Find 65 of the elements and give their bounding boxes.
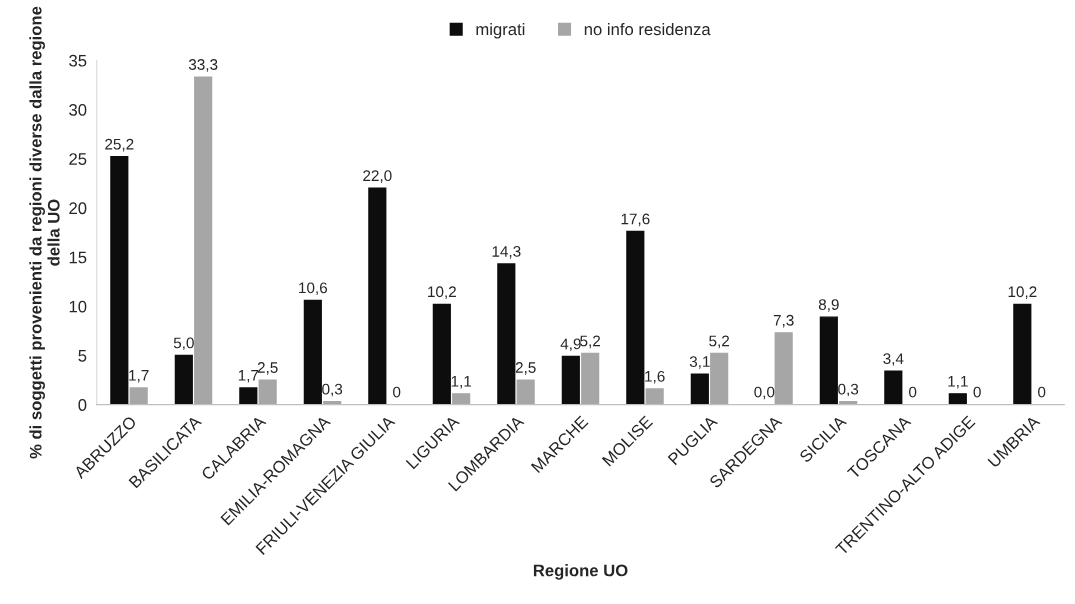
data-label: 0,3: [838, 383, 859, 397]
y-axis-title: % di soggetti provenienti da regioni diverse dalla regione della UO: [29, 6, 60, 459]
bar: [129, 387, 148, 405]
data-label: 2,5: [257, 362, 278, 375]
y-tick-label: 15: [69, 251, 87, 264]
bar: [1013, 303, 1032, 405]
bar: [194, 76, 213, 405]
data-label: 22,0: [363, 170, 392, 183]
bar: [516, 379, 535, 405]
bar: [497, 263, 516, 405]
data-label: 1,7: [238, 370, 259, 383]
data-label: 4,9: [560, 338, 581, 352]
bar: [452, 393, 471, 405]
data-label: 0: [393, 386, 401, 398]
data-label: 3,4: [883, 353, 904, 366]
bar: [174, 354, 193, 405]
bar: [774, 332, 793, 405]
bar: [645, 388, 664, 405]
bar: [239, 387, 258, 405]
bar: [948, 393, 967, 405]
data-label: 7,3: [773, 314, 794, 328]
data-label: 0: [1038, 386, 1046, 398]
data-label: 5,2: [580, 335, 601, 349]
data-label: 14,3: [492, 246, 521, 259]
y-tick-label: 10: [69, 300, 87, 313]
bar: [368, 187, 387, 405]
data-label: 5,0: [173, 337, 194, 351]
bar: [303, 299, 322, 405]
bar: [884, 370, 903, 405]
data-label: 17,6: [621, 213, 650, 227]
data-label: 0,0: [754, 386, 775, 400]
y-tick-label: 20: [69, 202, 87, 215]
bar: [710, 352, 729, 405]
bar: [690, 373, 709, 405]
data-label: 0: [973, 386, 981, 398]
legend-label: no info residenza: [584, 22, 711, 36]
data-label: 10,2: [1008, 286, 1037, 299]
data-label: 25,2: [105, 138, 134, 152]
bar: [819, 316, 838, 405]
data-label: 3,1: [689, 356, 710, 369]
y-tick-label: 30: [69, 103, 87, 116]
data-label: 5,2: [709, 335, 730, 349]
data-label: 2,5: [515, 362, 536, 375]
bar: [432, 303, 451, 405]
data-label: 1,7: [129, 370, 149, 383]
bar: [561, 355, 580, 405]
x-axis-title: Regione UO: [533, 564, 628, 580]
y-tick-label: 35: [69, 54, 87, 67]
y-tick-label: 5: [78, 350, 87, 362]
data-label: 10,2: [428, 286, 456, 299]
data-label: 33,3: [188, 59, 218, 72]
data-label: 0: [909, 386, 917, 398]
data-label: 0,3: [322, 383, 343, 397]
data-label: 8,9: [818, 299, 839, 312]
data-label: 1,1: [948, 376, 968, 389]
data-label: 1,6: [645, 370, 665, 384]
bar: [626, 230, 645, 405]
legend-label: migrati: [476, 22, 525, 39]
bar: [258, 379, 277, 405]
y-tick-label: 25: [69, 153, 87, 165]
data-label: 1,1: [451, 376, 472, 389]
y-tick-label: 0: [78, 399, 87, 411]
data-label: 10,6: [299, 282, 328, 296]
bar: [110, 156, 129, 405]
bar: [581, 352, 600, 405]
